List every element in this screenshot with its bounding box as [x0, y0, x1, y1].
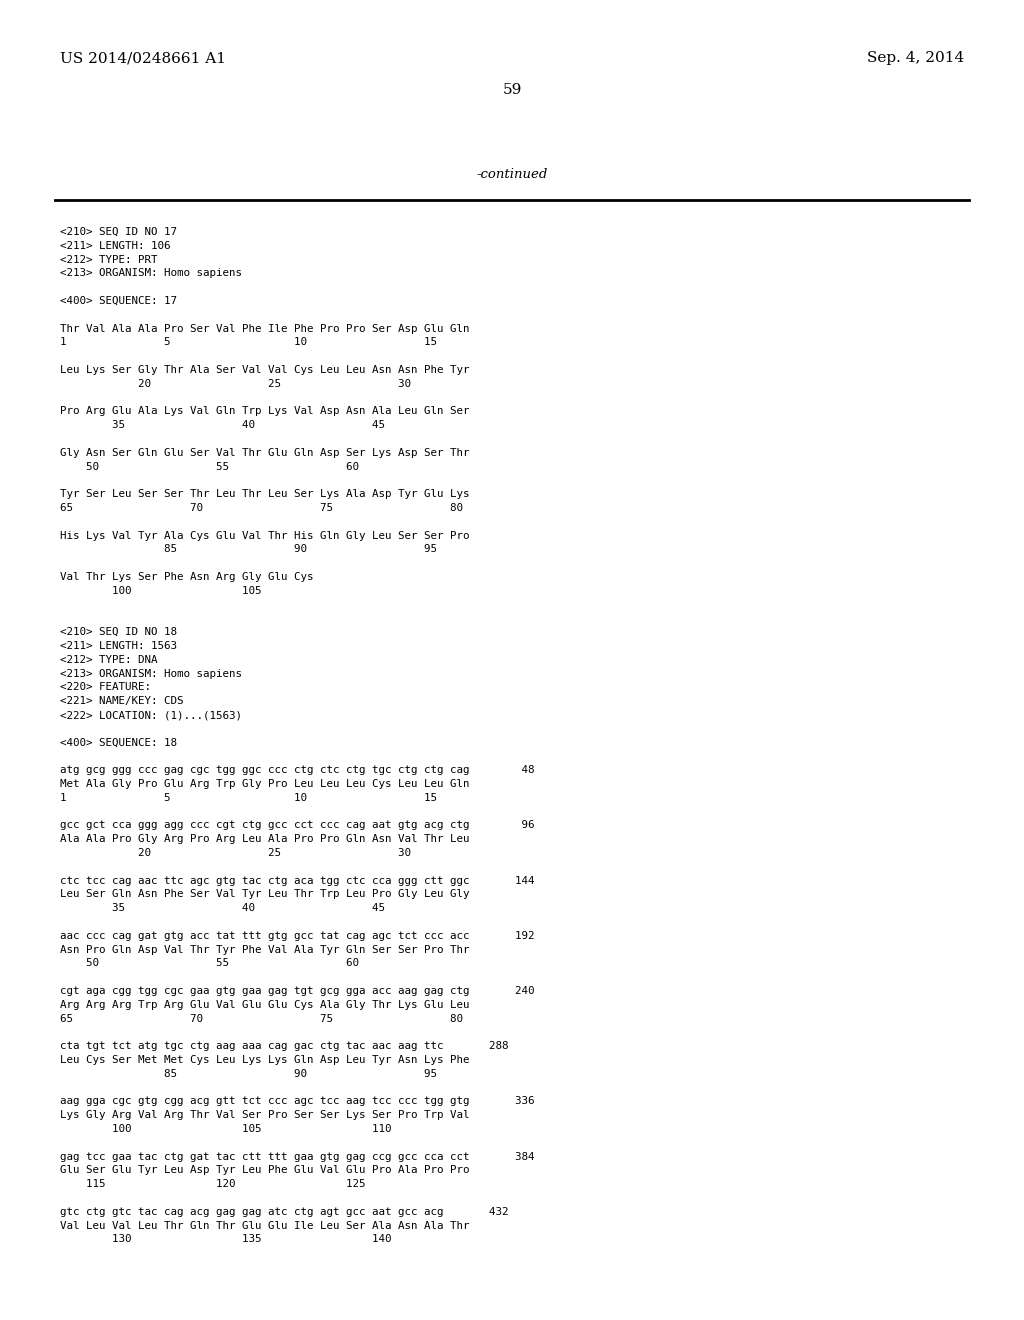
- Text: Met Ala Gly Pro Glu Arg Trp Gly Pro Leu Leu Leu Cys Leu Leu Gln: Met Ala Gly Pro Glu Arg Trp Gly Pro Leu …: [60, 779, 469, 789]
- Text: <221> NAME/KEY: CDS: <221> NAME/KEY: CDS: [60, 696, 183, 706]
- Text: cgt aga cgg tgg cgc gaa gtg gaa gag tgt gcg gga acc aag gag ctg       240: cgt aga cgg tgg cgc gaa gtg gaa gag tgt …: [60, 986, 535, 997]
- Text: 100                 105                 110: 100 105 110: [60, 1125, 391, 1134]
- Text: <211> LENGTH: 106: <211> LENGTH: 106: [60, 240, 171, 251]
- Text: 100                 105: 100 105: [60, 586, 261, 595]
- Text: Pro Arg Glu Ala Lys Val Gln Trp Lys Val Asp Asn Ala Leu Gln Ser: Pro Arg Glu Ala Lys Val Gln Trp Lys Val …: [60, 407, 469, 416]
- Text: 50                  55                  60: 50 55 60: [60, 462, 359, 471]
- Text: 1               5                   10                  15: 1 5 10 15: [60, 793, 437, 803]
- Text: 35                  40                  45: 35 40 45: [60, 903, 385, 913]
- Text: cta tgt tct atg tgc ctg aag aaa cag gac ctg tac aac aag ttc       288: cta tgt tct atg tgc ctg aag aaa cag gac …: [60, 1041, 509, 1051]
- Text: -continued: -continued: [476, 169, 548, 181]
- Text: Leu Cys Ser Met Met Cys Leu Lys Lys Gln Asp Leu Tyr Asn Lys Phe: Leu Cys Ser Met Met Cys Leu Lys Lys Gln …: [60, 1055, 469, 1065]
- Text: 20                  25                  30: 20 25 30: [60, 379, 411, 389]
- Text: Tyr Ser Leu Ser Ser Thr Leu Thr Leu Ser Lys Ala Asp Tyr Glu Lys: Tyr Ser Leu Ser Ser Thr Leu Thr Leu Ser …: [60, 490, 469, 499]
- Text: ctc tcc cag aac ttc agc gtg tac ctg aca tgg ctc cca ggg ctt ggc       144: ctc tcc cag aac ttc agc gtg tac ctg aca …: [60, 875, 535, 886]
- Text: Leu Ser Gln Asn Phe Ser Val Tyr Leu Thr Trp Leu Pro Gly Leu Gly: Leu Ser Gln Asn Phe Ser Val Tyr Leu Thr …: [60, 890, 469, 899]
- Text: 35                  40                  45: 35 40 45: [60, 420, 385, 430]
- Text: <400> SEQUENCE: 17: <400> SEQUENCE: 17: [60, 296, 177, 306]
- Text: <210> SEQ ID NO 17: <210> SEQ ID NO 17: [60, 227, 177, 238]
- Text: gcc gct cca ggg agg ccc cgt ctg gcc cct ccc cag aat gtg acg ctg        96: gcc gct cca ggg agg ccc cgt ctg gcc cct …: [60, 821, 535, 830]
- Text: aag gga cgc gtg cgg acg gtt tct ccc agc tcc aag tcc ccc tgg gtg       336: aag gga cgc gtg cgg acg gtt tct ccc agc …: [60, 1097, 535, 1106]
- Text: <212> TYPE: PRT: <212> TYPE: PRT: [60, 255, 158, 264]
- Text: Leu Lys Ser Gly Thr Ala Ser Val Val Cys Leu Leu Asn Asn Phe Tyr: Leu Lys Ser Gly Thr Ala Ser Val Val Cys …: [60, 366, 469, 375]
- Text: gtc ctg gtc tac cag acg gag gag atc ctg agt gcc aat gcc acg       432: gtc ctg gtc tac cag acg gag gag atc ctg …: [60, 1206, 509, 1217]
- Text: His Lys Val Tyr Ala Cys Glu Val Thr His Gln Gly Leu Ser Ser Pro: His Lys Val Tyr Ala Cys Glu Val Thr His …: [60, 531, 469, 541]
- Text: <222> LOCATION: (1)...(1563): <222> LOCATION: (1)...(1563): [60, 710, 242, 719]
- Text: Arg Arg Arg Trp Arg Glu Val Glu Glu Cys Ala Gly Thr Lys Glu Leu: Arg Arg Arg Trp Arg Glu Val Glu Glu Cys …: [60, 999, 469, 1010]
- Text: gag tcc gaa tac ctg gat tac ctt ttt gaa gtg gag ccg gcc cca cct       384: gag tcc gaa tac ctg gat tac ctt ttt gaa …: [60, 1151, 535, 1162]
- Text: atg gcg ggg ccc gag cgc tgg ggc ccc ctg ctc ctg tgc ctg ctg cag        48: atg gcg ggg ccc gag cgc tgg ggc ccc ctg …: [60, 766, 535, 775]
- Text: <212> TYPE: DNA: <212> TYPE: DNA: [60, 655, 158, 665]
- Text: <213> ORGANISM: Homo sapiens: <213> ORGANISM: Homo sapiens: [60, 669, 242, 678]
- Text: Gly Asn Ser Gln Glu Ser Val Thr Glu Gln Asp Ser Lys Asp Ser Thr: Gly Asn Ser Gln Glu Ser Val Thr Glu Gln …: [60, 447, 469, 458]
- Text: 50                  55                  60: 50 55 60: [60, 958, 359, 969]
- Text: <213> ORGANISM: Homo sapiens: <213> ORGANISM: Homo sapiens: [60, 268, 242, 279]
- Text: 1               5                   10                  15: 1 5 10 15: [60, 338, 437, 347]
- Text: Sep. 4, 2014: Sep. 4, 2014: [866, 51, 964, 65]
- Text: Asn Pro Gln Asp Val Thr Tyr Phe Val Ala Tyr Gln Ser Ser Pro Thr: Asn Pro Gln Asp Val Thr Tyr Phe Val Ala …: [60, 945, 469, 954]
- Text: Val Thr Lys Ser Phe Asn Arg Gly Glu Cys: Val Thr Lys Ser Phe Asn Arg Gly Glu Cys: [60, 572, 313, 582]
- Text: 20                  25                  30: 20 25 30: [60, 847, 411, 858]
- Text: <220> FEATURE:: <220> FEATURE:: [60, 682, 151, 693]
- Text: Thr Val Ala Ala Pro Ser Val Phe Ile Phe Pro Pro Ser Asp Glu Gln: Thr Val Ala Ala Pro Ser Val Phe Ile Phe …: [60, 323, 469, 334]
- Text: Glu Ser Glu Tyr Leu Asp Tyr Leu Phe Glu Val Glu Pro Ala Pro Pro: Glu Ser Glu Tyr Leu Asp Tyr Leu Phe Glu …: [60, 1166, 469, 1175]
- Text: 85                  90                  95: 85 90 95: [60, 544, 437, 554]
- Text: Ala Ala Pro Gly Arg Pro Arg Leu Ala Pro Pro Gln Asn Val Thr Leu: Ala Ala Pro Gly Arg Pro Arg Leu Ala Pro …: [60, 834, 469, 845]
- Text: 115                 120                 125: 115 120 125: [60, 1179, 366, 1189]
- Text: 65                  70                  75                  80: 65 70 75 80: [60, 503, 463, 513]
- Text: aac ccc cag gat gtg acc tat ttt gtg gcc tat cag agc tct ccc acc       192: aac ccc cag gat gtg acc tat ttt gtg gcc …: [60, 931, 535, 941]
- Text: 65                  70                  75                  80: 65 70 75 80: [60, 1014, 463, 1023]
- Text: 59: 59: [503, 83, 521, 96]
- Text: Val Leu Val Leu Thr Gln Thr Glu Glu Ile Leu Ser Ala Asn Ala Thr: Val Leu Val Leu Thr Gln Thr Glu Glu Ile …: [60, 1221, 469, 1230]
- Text: Lys Gly Arg Val Arg Thr Val Ser Pro Ser Ser Lys Ser Pro Trp Val: Lys Gly Arg Val Arg Thr Val Ser Pro Ser …: [60, 1110, 469, 1121]
- Text: 85                  90                  95: 85 90 95: [60, 1069, 437, 1078]
- Text: 130                 135                 140: 130 135 140: [60, 1234, 391, 1245]
- Text: <210> SEQ ID NO 18: <210> SEQ ID NO 18: [60, 627, 177, 638]
- Text: <211> LENGTH: 1563: <211> LENGTH: 1563: [60, 642, 177, 651]
- Text: <400> SEQUENCE: 18: <400> SEQUENCE: 18: [60, 738, 177, 747]
- Text: US 2014/0248661 A1: US 2014/0248661 A1: [60, 51, 226, 65]
